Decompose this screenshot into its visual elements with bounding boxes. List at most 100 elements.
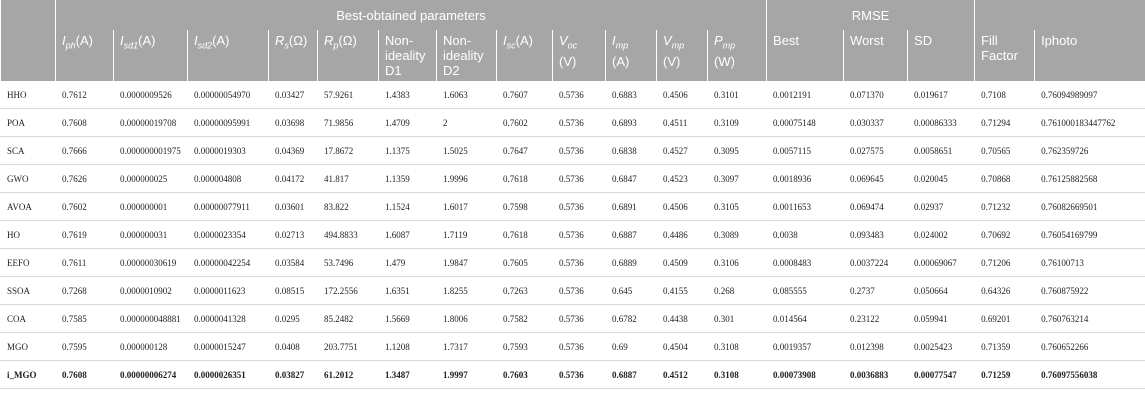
col-best: Best bbox=[766, 30, 845, 81]
table-cell: 0.4486 bbox=[656, 220, 708, 249]
col-worst: Worst bbox=[843, 30, 909, 81]
row-algorithm-name: HHO bbox=[0, 81, 56, 109]
table-cell: 0.0000023354 bbox=[187, 220, 269, 249]
table-row: GWO 0.7626 0.000000025 0.000004808 0.04172 41… bbox=[0, 164, 1145, 193]
table-cell: 0.4155 bbox=[656, 276, 708, 305]
table-cell: 0.64326 bbox=[974, 276, 1036, 305]
table-cell: 1.4709 bbox=[378, 108, 437, 137]
table-cell: 0.0057115 bbox=[766, 136, 845, 165]
table-cell: 0.760652266 bbox=[1034, 332, 1145, 361]
table-cell: 1.9997 bbox=[436, 360, 497, 389]
table-row: POA 0.7608 0.00000019708 0.00000095991 0.036… bbox=[0, 108, 1145, 137]
table-cell: 0.69201 bbox=[974, 304, 1036, 333]
table-row: AVOA 0.7602 0.000000001 0.00000077911 0.0360… bbox=[0, 192, 1145, 221]
table-cell: 57.9261 bbox=[317, 81, 379, 109]
table-cell: 1.8255 bbox=[436, 276, 497, 305]
table-cell: 0.000000001 bbox=[113, 192, 188, 221]
table-cell: 1.1208 bbox=[378, 332, 437, 361]
table-cell: 0.23122 bbox=[843, 304, 909, 333]
table-cell: 0.6838 bbox=[605, 136, 657, 165]
row-algorithm-name: COA bbox=[0, 304, 56, 333]
table-cell: 0.00000030619 bbox=[113, 248, 188, 277]
table-cell: 53.7496 bbox=[317, 248, 379, 277]
table-cell: 0.7626 bbox=[55, 164, 114, 193]
col-rs: Rs(Ω) bbox=[268, 30, 318, 81]
table-cell: 0.00000042254 bbox=[187, 248, 269, 277]
table-cell: 0.4511 bbox=[656, 108, 708, 137]
table-cell: 0.7618 bbox=[496, 220, 553, 249]
table-cell: 0.7595 bbox=[55, 332, 114, 361]
table-cell: 17.8672 bbox=[317, 136, 379, 165]
table-cell: 0.5736 bbox=[552, 81, 606, 109]
table-cell: 0.76125882568 bbox=[1034, 164, 1145, 193]
table-cell: 0.03427 bbox=[268, 81, 318, 109]
table-cell: 172.2556 bbox=[317, 276, 379, 305]
table-cell: 0.70565 bbox=[974, 136, 1036, 165]
table-cell: 0.7582 bbox=[496, 304, 553, 333]
table-cell: 0.4506 bbox=[656, 81, 708, 109]
table-cell: 0.00000006274 bbox=[113, 360, 188, 389]
table-row: HO 0.7619 0.000000031 0.0000023354 0.02713 49… bbox=[0, 220, 1145, 249]
table-cell: 0.019617 bbox=[907, 81, 976, 109]
table-cell: 0.7598 bbox=[496, 192, 553, 221]
table-cell: 0.000000048881 bbox=[113, 304, 188, 333]
col-sd: SD bbox=[907, 30, 976, 81]
table-cell: 0.762359726 bbox=[1034, 136, 1145, 165]
col-isd1: Isd1(A) bbox=[113, 30, 188, 81]
table-cell: 0.3108 bbox=[706, 360, 768, 389]
table-cell: 0.3108 bbox=[706, 332, 768, 361]
table-cell: 0.012398 bbox=[843, 332, 909, 361]
table-cell: 0.7618 bbox=[496, 164, 553, 193]
table-cell: 0.7263 bbox=[496, 276, 553, 305]
table-cell: 0.3105 bbox=[706, 192, 768, 221]
table-cell: 1.4383 bbox=[378, 81, 437, 109]
table-cell: 0.6891 bbox=[605, 192, 657, 221]
table-cell: 0.69 bbox=[605, 332, 657, 361]
table-cell: 0.0000011623 bbox=[187, 276, 269, 305]
col-isd2: Isd2(A) bbox=[187, 30, 269, 81]
table-row: EEFO 0.7611 0.00000030619 0.00000042254 0.03… bbox=[0, 248, 1145, 277]
table-cell: 0.2737 bbox=[843, 276, 909, 305]
table-cell: 0.000000128 bbox=[113, 332, 188, 361]
table-cell: 0.7593 bbox=[496, 332, 553, 361]
table-cell: 0.3097 bbox=[706, 164, 768, 193]
row-algorithm-name: SCA bbox=[0, 136, 56, 165]
table-cell: 0.00075148 bbox=[766, 108, 845, 137]
table-cell: 0.04172 bbox=[268, 164, 318, 193]
table-cell: 0.069474 bbox=[843, 192, 909, 221]
table-cell: 0.7608 bbox=[55, 360, 114, 389]
table-cell: 1.1359 bbox=[378, 164, 437, 193]
table-cell: 0.76094989097 bbox=[1034, 81, 1145, 109]
table-cell: 0.0025423 bbox=[907, 332, 976, 361]
table-cell: 0.5736 bbox=[552, 332, 606, 361]
table-cell: 0.027575 bbox=[843, 136, 909, 165]
table-cell: 0.5736 bbox=[552, 220, 606, 249]
header-group-params: Best-obtained parameters bbox=[54, 0, 768, 30]
table-cell: 1.5025 bbox=[436, 136, 497, 165]
table-cell: 0.7647 bbox=[496, 136, 553, 165]
table-cell: 1.5669 bbox=[378, 304, 437, 333]
table-row: i_MGO 0.7608 0.00000006274 0.0000026351 0.03… bbox=[0, 360, 1145, 389]
col-voc: Voc (V) bbox=[552, 30, 606, 81]
table-cell: 0.5736 bbox=[552, 360, 606, 389]
table-cell: 0.00073908 bbox=[766, 360, 845, 389]
table-cell: 0.5736 bbox=[552, 248, 606, 277]
table-cell: 0.03584 bbox=[268, 248, 318, 277]
table-cell: 494.8833 bbox=[317, 220, 379, 249]
table-cell: 0.0000041328 bbox=[187, 304, 269, 333]
table-cell: 1.7119 bbox=[436, 220, 497, 249]
table-cell: 0.70868 bbox=[974, 164, 1036, 193]
table-cell: 0.5736 bbox=[552, 136, 606, 165]
table-cell: 0.0011653 bbox=[766, 192, 845, 221]
table-cell: 0.0000019303 bbox=[187, 136, 269, 165]
table-cell: 0.6887 bbox=[605, 360, 657, 389]
table-cell: 0.04369 bbox=[268, 136, 318, 165]
table-cell: 0.7612 bbox=[55, 81, 114, 109]
col-imp: Imp (A) bbox=[605, 30, 657, 81]
table-cell: 0.0037224 bbox=[843, 248, 909, 277]
table-cell: 0.069645 bbox=[843, 164, 909, 193]
col-fill-factor: Fill Factor bbox=[974, 30, 1036, 81]
table-cell: 1.6017 bbox=[436, 192, 497, 221]
table-cell: 0.4512 bbox=[656, 360, 708, 389]
table-cell: 0.3089 bbox=[706, 220, 768, 249]
